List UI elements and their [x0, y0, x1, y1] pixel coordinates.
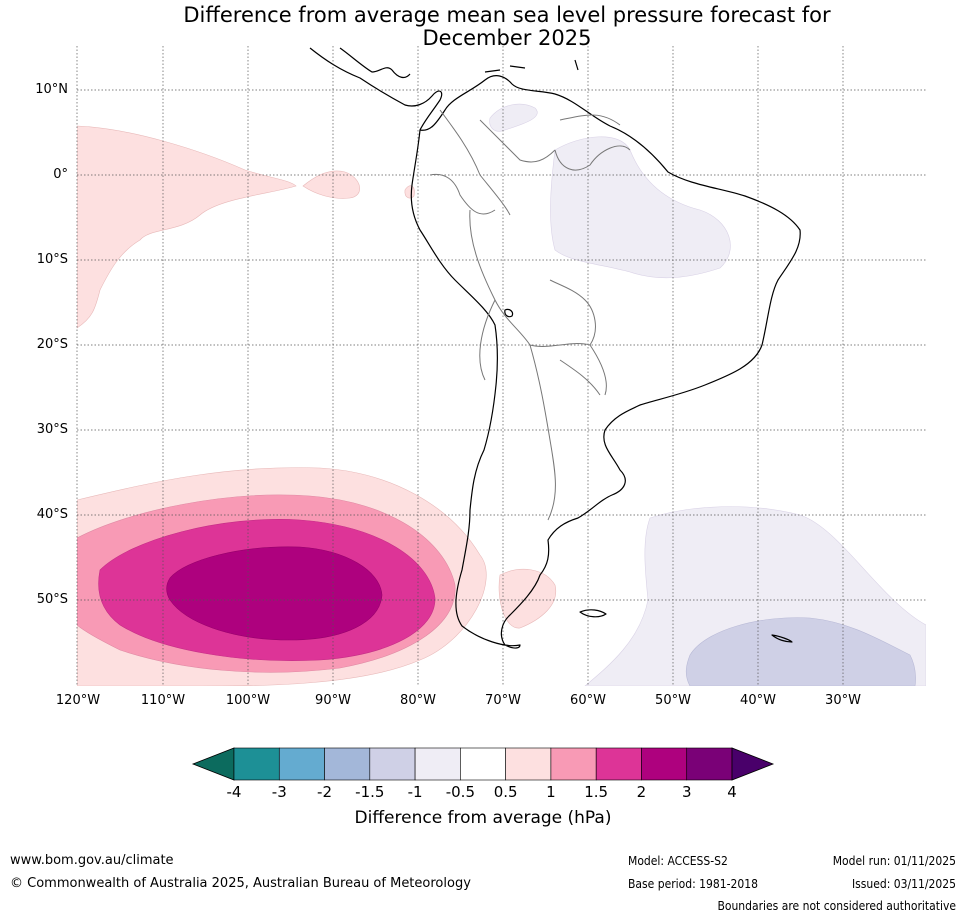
- caribbean-islands: [484, 59, 579, 73]
- lat-label-20s: 20°S: [36, 337, 68, 352]
- anomaly-region-galapagos: [302, 170, 360, 199]
- colorbar-tick-label: 3: [681, 783, 692, 801]
- colorbar-extend-high: [731, 747, 775, 781]
- colorbar-tick-label: -1.5: [355, 783, 385, 801]
- colorbar-tick-label: 0.5: [493, 783, 518, 801]
- colorbar-swatch: [686, 747, 733, 781]
- lon-label-60w: 60°W: [570, 693, 606, 708]
- lon-label-90w: 90°W: [315, 693, 351, 708]
- title-line-2: December 2025: [422, 26, 592, 50]
- colorbar-swatch: [641, 747, 688, 781]
- pressure-anomaly-map: [76, 46, 926, 686]
- lat-label-10n: 10°N: [35, 82, 68, 97]
- central-america-north-coast: [339, 47, 411, 79]
- lat-label-40s: 40°S: [36, 507, 68, 522]
- colorbar-extend-low: [191, 747, 235, 781]
- colorbar-tick-label: -1: [407, 783, 423, 801]
- anomaly-region-caribbean: [489, 103, 538, 132]
- central-america-coast: [309, 47, 443, 131]
- country-borders: [429, 109, 631, 521]
- colorbar-swatch: [460, 747, 506, 781]
- colorbar-swatch: [595, 747, 642, 781]
- lon-label-120w: 120°W: [55, 693, 101, 708]
- south-georgia: [771, 634, 793, 643]
- lon-label-50w: 50°W: [655, 693, 691, 708]
- colorbar-swatch: [550, 747, 597, 781]
- colorbar-swatch: [233, 747, 280, 781]
- lat-label-0: 0°: [53, 167, 68, 182]
- colorbar-swatch: [505, 747, 552, 781]
- colorbar-tick-label: 1.5: [584, 783, 609, 801]
- title-line-1: Difference from average mean sea level p…: [183, 3, 831, 27]
- lon-label-40w: 40°W: [740, 693, 776, 708]
- colorbar-tick-label: 2: [636, 783, 647, 801]
- colorbar-tick-label: 1: [546, 783, 556, 801]
- colorbar-swatch: [414, 747, 461, 781]
- colorbar-label: Difference from average (hPa): [354, 808, 612, 828]
- lat-label-10s: 10°S: [36, 252, 68, 267]
- colorbar-swatch: [324, 747, 371, 781]
- lon-label-70w: 70°W: [485, 693, 521, 708]
- gridlines: [76, 46, 926, 686]
- anomaly-region-pacific-tropics: [77, 125, 297, 329]
- anomaly-region-patagonia-atlantic: [498, 569, 557, 629]
- colorbar-tick-label: -3: [271, 783, 287, 801]
- lat-label-50s: 50°S: [36, 592, 68, 607]
- base-period: Base period: 1981-2018: [628, 877, 759, 891]
- lat-label-30s: 30°S: [36, 422, 68, 437]
- anomaly-region-2: [166, 546, 383, 641]
- lake-titicaca: [504, 308, 514, 318]
- colorbar-tick-label: -2: [317, 783, 333, 801]
- boundaries-note: Boundaries are not considered authoritat…: [717, 899, 956, 913]
- colorbar-swatch: [369, 747, 416, 781]
- copyright-text: © Commonwealth of Australia 2025, Austra…: [10, 876, 471, 891]
- colorbar-swatch: [278, 747, 325, 781]
- colorbar-tick-label: -0.5: [445, 783, 475, 801]
- model-name: Model: ACCESS-S2: [628, 854, 728, 868]
- colorbar-tick-label: 4: [727, 783, 737, 801]
- lon-label-80w: 80°W: [400, 693, 436, 708]
- issued-date: Issued: 03/11/2025: [851, 877, 956, 891]
- website-link[interactable]: www.bom.gov.au/climate: [10, 853, 174, 868]
- falkland-islands: [579, 609, 607, 618]
- lon-label-110w: 110°W: [140, 693, 186, 708]
- model-run-date: Model run: 01/11/2025: [832, 854, 956, 868]
- south-america-coast: [410, 75, 801, 649]
- anomaly-region-ecuador-coast: [404, 185, 415, 199]
- chart-title: Difference from average mean sea level p…: [0, 4, 965, 50]
- anomaly-region-amazon: [550, 136, 731, 279]
- colorbar-tick-label: -4: [226, 783, 242, 801]
- lon-label-30w: 30°W: [825, 693, 861, 708]
- lon-label-100w: 100°W: [225, 693, 271, 708]
- anomaly-region-south-atlantic-core: [685, 617, 916, 686]
